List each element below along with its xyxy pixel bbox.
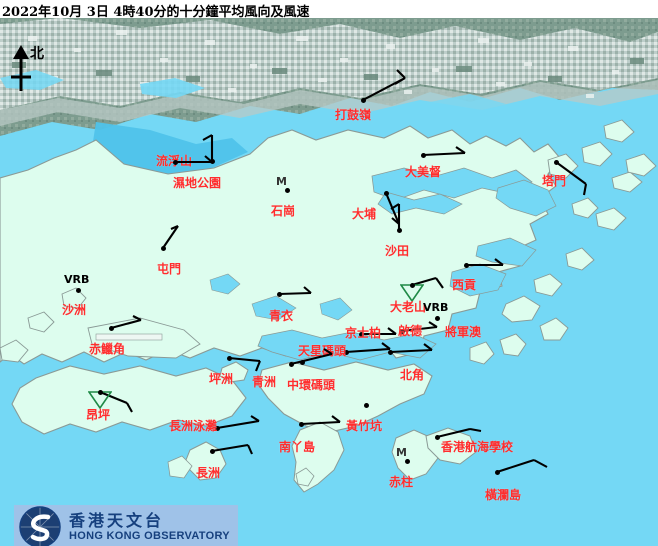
station-label: 將軍澳 bbox=[445, 325, 482, 339]
map-canvas[interactable]: 北 打鼓嶺流浮山濕地公園M石崗大美督塔門大埔沙田西貢屯門VRB沙洲赤鱲角大老山昂… bbox=[0, 18, 658, 546]
station-label: 赤柱 bbox=[389, 475, 414, 489]
station-label: 西貢 bbox=[452, 278, 477, 292]
vrb-tag: VRB bbox=[423, 301, 449, 314]
station-dot bbox=[554, 160, 559, 165]
station-dot bbox=[435, 316, 440, 321]
page-title: 2022年10月 3日 4時40分的十分鐘平均風向及風速 bbox=[2, 5, 310, 20]
lantau-island bbox=[11, 365, 247, 435]
station-label: 坪洲 bbox=[209, 372, 234, 386]
station-dot bbox=[109, 326, 114, 331]
station-dot bbox=[400, 329, 405, 334]
station-dot bbox=[76, 288, 81, 293]
small-island-s1 bbox=[295, 467, 315, 487]
station-label: 屯門 bbox=[157, 262, 182, 276]
airport-runway bbox=[95, 333, 163, 341]
station-label: 沙洲 bbox=[62, 303, 87, 317]
station-dot bbox=[210, 449, 215, 454]
station-label: 濕地公園 bbox=[173, 176, 222, 190]
station-dot bbox=[388, 350, 393, 355]
north-label: 北 bbox=[30, 46, 44, 62]
station-label: 長洲 bbox=[196, 466, 221, 480]
inland-water-details bbox=[209, 273, 353, 321]
station-label: 中環碼頭 bbox=[287, 378, 336, 392]
station-dot bbox=[215, 426, 220, 431]
station-label: 大老山 bbox=[390, 300, 427, 314]
station-label: 打鼓嶺 bbox=[335, 108, 372, 122]
m-tag: M bbox=[396, 446, 407, 459]
station-label: 南丫島 bbox=[279, 440, 316, 454]
station-dot bbox=[161, 246, 166, 251]
station-label: 昂坪 bbox=[86, 408, 111, 422]
station-dot bbox=[98, 390, 103, 395]
station-dot bbox=[289, 362, 294, 367]
station-label: 沙田 bbox=[385, 244, 410, 258]
station-dot bbox=[384, 191, 389, 196]
station-dot bbox=[227, 356, 232, 361]
station-label: 長洲泳灘 bbox=[169, 419, 218, 433]
station-label: 塔門 bbox=[542, 174, 567, 188]
station-label: 大美督 bbox=[405, 165, 442, 179]
station-label: 赤鱲角 bbox=[89, 342, 126, 356]
north-arrow: 北 bbox=[6, 45, 62, 95]
logo-name-en: HONG KONG OBSERVATORY bbox=[69, 529, 230, 542]
hong-kong-island bbox=[257, 361, 433, 433]
station-label: 北角 bbox=[400, 368, 425, 382]
station-dot bbox=[173, 160, 178, 165]
vrb-tag: VRB bbox=[64, 273, 90, 286]
station-label: 黃竹坑 bbox=[346, 419, 383, 433]
station-label: 石崗 bbox=[271, 204, 296, 218]
title-bar: 2022年10月 3日 4時40分的十分鐘平均風向及風速 bbox=[0, 0, 658, 20]
station-dot bbox=[435, 435, 440, 440]
station-dot bbox=[359, 332, 364, 337]
station-dot bbox=[421, 153, 426, 158]
station-dot bbox=[364, 403, 369, 408]
station-label: 橫瀾島 bbox=[485, 488, 522, 502]
station-label: 青衣 bbox=[269, 309, 294, 323]
hk-landmass bbox=[0, 125, 561, 365]
station-dot bbox=[361, 98, 366, 103]
station-label: 大埔 bbox=[352, 207, 377, 221]
station-label: 香港航海學校 bbox=[441, 440, 514, 454]
mainland-china-imagery bbox=[0, 18, 658, 136]
station-dot bbox=[410, 283, 415, 288]
station-dot bbox=[210, 159, 215, 164]
station-dot bbox=[299, 422, 304, 427]
station-dot bbox=[300, 360, 305, 365]
station-dot bbox=[464, 263, 469, 268]
hko-emblem-icon bbox=[18, 506, 62, 546]
station-dot bbox=[397, 228, 402, 233]
station-label: 天星碼頭 bbox=[298, 344, 347, 358]
station-dot bbox=[344, 350, 349, 355]
logo-name-cn: 香港天文台 bbox=[69, 510, 165, 530]
station-dot bbox=[285, 188, 290, 193]
eastern-islands bbox=[469, 171, 643, 365]
station-dot bbox=[405, 459, 410, 464]
stanley-peninsula bbox=[391, 429, 439, 481]
station-label: 京士柏 bbox=[345, 326, 382, 340]
station-label: 啟德 bbox=[398, 324, 423, 338]
hko-logo: 香港天文台 HONG KONG OBSERVATORY bbox=[14, 505, 238, 546]
geography-layer bbox=[0, 18, 658, 546]
station-dot bbox=[495, 470, 500, 475]
m-tag: M bbox=[276, 175, 287, 188]
station-dot bbox=[277, 292, 282, 297]
station-label: 青洲 bbox=[252, 375, 277, 389]
small-island-s2 bbox=[167, 455, 193, 479]
